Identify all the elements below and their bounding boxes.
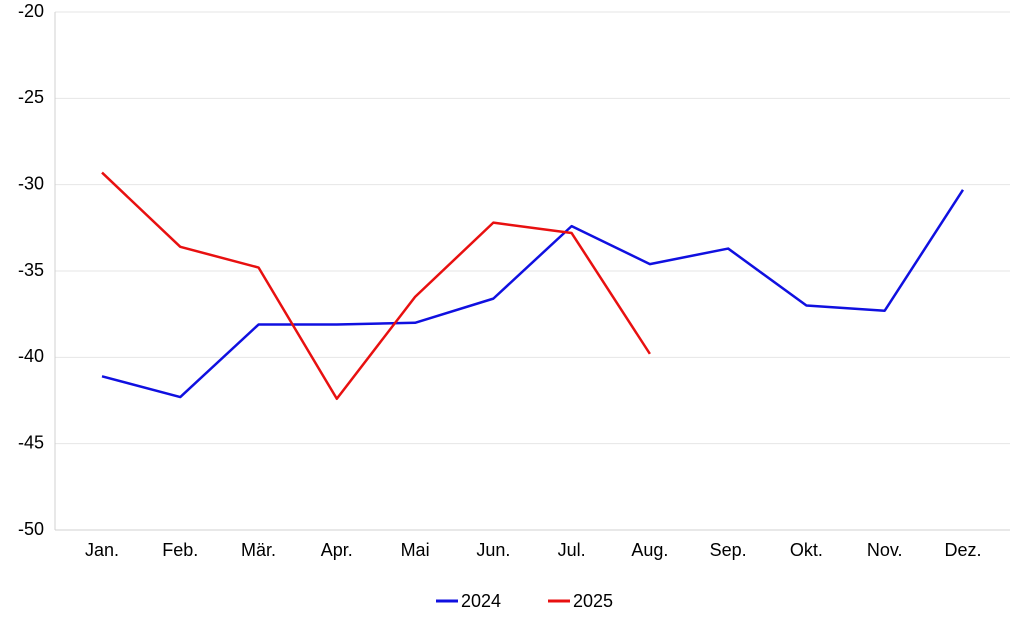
y-tick-label: -20 [18, 1, 44, 21]
x-tick-label: Jan. [85, 540, 119, 560]
x-tick-label: Mai [401, 540, 430, 560]
x-tick-label: Dez. [944, 540, 981, 560]
x-tick-label: Jun. [476, 540, 510, 560]
y-tick-label: -35 [18, 260, 44, 280]
y-tick-label: -25 [18, 87, 44, 107]
line-series [101, 189, 965, 399]
x-tick-label: Aug. [631, 540, 668, 560]
legend-label: 2025 [573, 591, 613, 611]
x-tick-label: Mär. [241, 540, 276, 560]
y-tick-label: -40 [18, 346, 44, 366]
line-series [101, 171, 651, 401]
legend-label: 2024 [461, 591, 501, 611]
y-tick-label: -45 [18, 432, 44, 452]
x-tick-label: Sep. [710, 540, 747, 560]
x-tick-label: Jul. [558, 540, 586, 560]
x-tick-label: Okt. [790, 540, 823, 560]
x-tick-label: Feb. [162, 540, 198, 560]
x-tick-label: Apr. [321, 540, 353, 560]
y-tick-label: -50 [18, 519, 44, 539]
x-tick-label: Nov. [867, 540, 903, 560]
y-tick-label: -30 [18, 173, 44, 193]
